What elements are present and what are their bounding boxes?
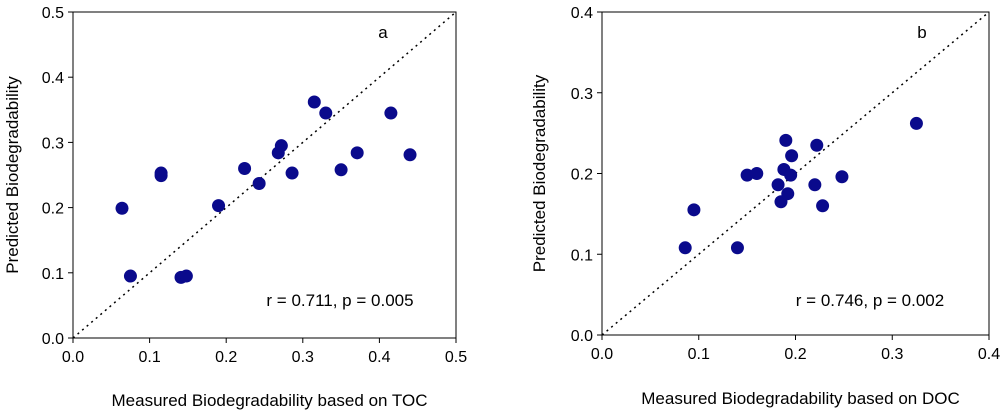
data-point [687,203,701,217]
data-point [403,148,417,162]
y-tick-label: 0.3 [42,135,64,152]
x-tick-label: 0.2 [215,349,237,366]
data-point [816,199,830,213]
correlation-annotation: r = 0.746, p = 0.002 [796,291,944,310]
data-point [909,116,923,130]
data-point [779,133,793,147]
data-point [730,241,744,255]
data-point [678,241,692,255]
x-tick-label: 0.4 [368,349,390,366]
data-point [252,176,266,190]
data-point [307,95,321,109]
data-point [771,178,785,192]
x-tick-label: 0.2 [784,346,806,363]
x-tick-label: 0.1 [138,349,160,366]
data-point [835,170,849,184]
x-tick-label: 0.1 [688,346,710,363]
one-to-one-reference-line [72,11,457,339]
data-point [808,178,822,192]
y-tick-label: 0.3 [571,86,593,103]
y-tick-label: 0.4 [571,5,593,22]
data-point [740,168,754,182]
y-tick-label: 0.2 [571,167,593,184]
y-axis-title: Predicted Biodegradability [3,76,22,274]
data-point [334,163,348,177]
y-tick-label: 0.4 [42,70,64,87]
x-axis-title: Measured Biodegradability based on TOC [112,391,428,410]
data-point [350,146,364,160]
y-axis-title: Predicted Biodegradability [530,74,549,272]
x-tick-label: 0.3 [881,346,903,363]
data-point [123,269,137,283]
data-point [285,166,299,180]
data-point [274,139,288,153]
y-tick-label: 0.1 [42,266,64,283]
panel-b: 0.0 0.1 0.2 0.3 0.4 0.0 0.1 0.2 0.3 0.4 b r = 0.746… [530,5,1000,408]
data-point [810,138,824,152]
y-tick-label: 0.0 [571,328,593,345]
data-point [154,169,168,183]
data-point [781,187,795,201]
data-point [784,168,798,182]
data-point [179,269,193,283]
panel-label: b [917,23,926,42]
panel-label: a [378,23,388,42]
data-point [750,167,764,180]
x-tick-label: 0.0 [62,349,84,366]
x-tick-label: 0.4 [978,346,1000,363]
x-tick-label: 0.5 [445,349,467,366]
data-point [384,106,398,120]
x-axis-title: Measured Biodegradability based on DOC [641,389,959,408]
data-point [319,106,333,120]
correlation-annotation: r = 0.711, p = 0.005 [266,291,413,310]
data-point [785,149,799,163]
y-tick-label: 0.5 [42,5,64,22]
x-tick-label: 0.3 [292,349,314,366]
y-tick-label: 0.0 [42,331,64,348]
data-point [238,161,252,175]
x-tick-label: 0.0 [591,346,613,363]
y-tick-label: 0.1 [571,247,593,264]
data-point [115,201,129,215]
panel-a: 0.0 0.1 0.2 0.3 0.4 0.5 0.0 0.1 0.2 0.3 0.4 0.5 a r =… [3,5,467,410]
data-point [212,199,226,213]
plot-frame [72,11,457,339]
y-tick-label: 0.2 [42,201,64,218]
